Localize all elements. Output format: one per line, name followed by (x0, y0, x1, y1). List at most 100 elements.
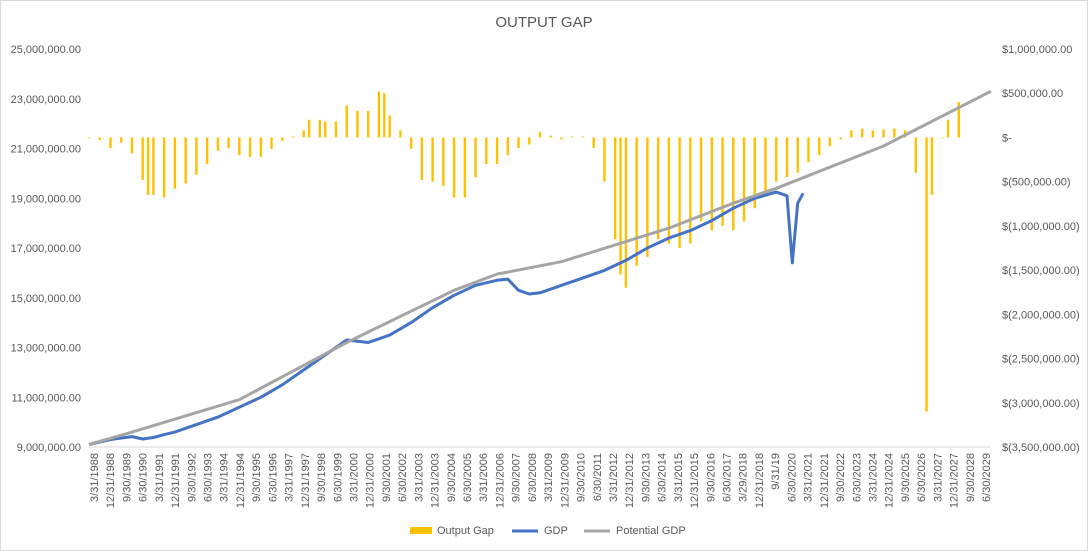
output-gap-bar (860, 128, 864, 138)
output-gap-bar (318, 119, 322, 138)
output-gap-bar (850, 130, 853, 138)
x-axis-tick-label: 3/31/2021 (803, 453, 815, 502)
left-axis-tick-label: 21,000,000.00 (11, 144, 81, 156)
right-axis-tick-label: $(2,000,000.00) (1002, 309, 1080, 321)
output-gap-bar (366, 110, 370, 138)
output-gap-bar (882, 129, 885, 138)
output-gap-bar (667, 137, 671, 244)
x-axis-tick-label: 3/31/2015 (673, 453, 685, 502)
x-axis-tick-label: 12/31/2006 (494, 453, 506, 508)
output-gap-bar (603, 137, 606, 182)
x-axis-tick-label: 12/31/1994 (235, 453, 247, 508)
output-gap-bar (689, 137, 692, 244)
left-axis-tick-label: 25,000,000.00 (11, 44, 81, 56)
right-axis-tick-label: $(500,000.00) (1002, 177, 1071, 189)
output-gap-bar (635, 137, 638, 266)
output-gap-bar (538, 132, 542, 138)
output-gap-bar (817, 137, 821, 156)
left-axis-tick-label: 23,000,000.00 (11, 94, 81, 106)
x-axis-tick-label: 12/31/2015 (689, 453, 701, 508)
output-gap-bar (549, 135, 552, 138)
output-gap-bar (420, 137, 424, 180)
output-gap-bar (721, 137, 724, 226)
output-gap-bar (613, 137, 617, 240)
x-axis-tick-label: 12/31/1991 (170, 453, 182, 508)
output-gap-bar (356, 110, 359, 138)
right-axis-tick-label: $(1,000,000.00) (1002, 221, 1080, 233)
left-axis-tick-label: 17,000,000.00 (11, 243, 81, 255)
x-axis-tick-label: 9/30/2025 (900, 453, 912, 502)
output-gap-bar (152, 137, 155, 195)
x-axis-tick-label: 6/30/2005 (462, 453, 474, 502)
x-axis-tick-label: 9/30/2013 (640, 453, 652, 502)
output-gap-bar (930, 137, 934, 195)
right-axis-tick-label: $- (1002, 132, 1012, 144)
output-gap-bar (624, 137, 628, 288)
output-gap-bar (399, 130, 402, 138)
output-gap-bar (775, 137, 778, 182)
output-gap-bar (807, 137, 810, 163)
output-gap-bar (324, 121, 327, 138)
output-gap-bar (195, 137, 198, 175)
output-gap-bar (98, 137, 101, 141)
output-gap-bar (710, 137, 714, 231)
x-axis-tick-label: 6/30/1999 (332, 453, 344, 502)
output-gap-bar (941, 137, 944, 139)
x-axis-tick-label: 9/30/2022 (835, 453, 847, 502)
output-gap-bar (517, 137, 520, 149)
x-axis-tick-label: 9/30/1998 (316, 453, 328, 502)
output-gap-bar (216, 137, 220, 151)
output-gap-bar (281, 137, 284, 141)
output-gap-bar (302, 130, 305, 138)
legend-swatch-output-gap (410, 527, 432, 534)
output-gap-bar (528, 137, 531, 145)
legend-item-potential-gdp: Potential GDP (584, 525, 686, 537)
legend-item-gdp: GDP (512, 525, 568, 537)
output-gap-bar (87, 137, 91, 139)
x-axis-tick-label: 6/30/2017 (722, 453, 734, 502)
output-gap-bar (345, 105, 348, 138)
x-axis: 3/31/1988 12/31/1988 9/30/1989 6/30/1990 3/3… (89, 446, 993, 508)
x-axis-tick-label: 12/31/2018 (754, 453, 766, 508)
output-gap-bar (452, 137, 456, 198)
output-gap-bar (431, 137, 434, 182)
output-gap-bar (506, 137, 509, 156)
output-gap-bar (619, 137, 622, 275)
x-axis-tick-label: 12/31/2024 (884, 453, 896, 508)
left-axis-tick-label: 13,000,000.00 (11, 343, 81, 355)
x-axis-tick-label: 9/30/1989 (121, 453, 133, 502)
x-axis-tick-label: 6/30/2008 (527, 453, 539, 502)
x-axis-tick-label: 9/30/2004 (446, 453, 458, 502)
x-axis-tick-label: 12/31/2009 (559, 453, 571, 508)
output-gap-bar (442, 137, 445, 187)
legend-label-output-gap: Output Gap (437, 525, 494, 537)
output-gap-bar (839, 137, 842, 140)
output-gap-bar (571, 136, 574, 138)
x-axis-tick-label: 6/30/1996 (267, 453, 279, 502)
output-gap-bar (753, 137, 756, 209)
right-axis-tick-label: $(2,500,000.00) (1002, 354, 1080, 366)
output-gap-bar (764, 137, 767, 191)
x-axis-tick-label: 3/31/1994 (219, 453, 231, 502)
x-axis-tick-label: 3/31/2027 (932, 453, 944, 502)
x-axis-tick-label: 9/30/2016 (705, 453, 717, 502)
x-axis-tick-label: 3/31/2000 (348, 453, 360, 502)
output-gap-bar (495, 137, 499, 164)
x-axis-tick-label: 6/30/1993 (203, 453, 215, 502)
output-gap-bar (581, 136, 585, 138)
right-axis-tick-label: $500,000.00 (1002, 88, 1063, 100)
x-axis-tick-label: 3/31/1997 (284, 453, 296, 502)
output-gap-bar (227, 137, 230, 149)
legend-item-output-gap: Output Gap (410, 525, 494, 537)
gdp-lines (88, 89, 992, 446)
x-axis-tick-label: 9/30/2028 (965, 453, 977, 502)
x-axis-tick-label: 6/30/2014 (657, 453, 669, 502)
output-gap-bar (173, 137, 177, 189)
output-gap-bar (388, 115, 391, 138)
output-gap-bar (270, 137, 273, 149)
left-axis-tick-label: 19,000,000.00 (11, 193, 81, 205)
output-gap-bar (474, 137, 477, 178)
x-axis-tick-label: 9/30/2001 (381, 453, 393, 502)
output-gap-bar (796, 137, 799, 173)
output-gap-bar (259, 137, 263, 157)
